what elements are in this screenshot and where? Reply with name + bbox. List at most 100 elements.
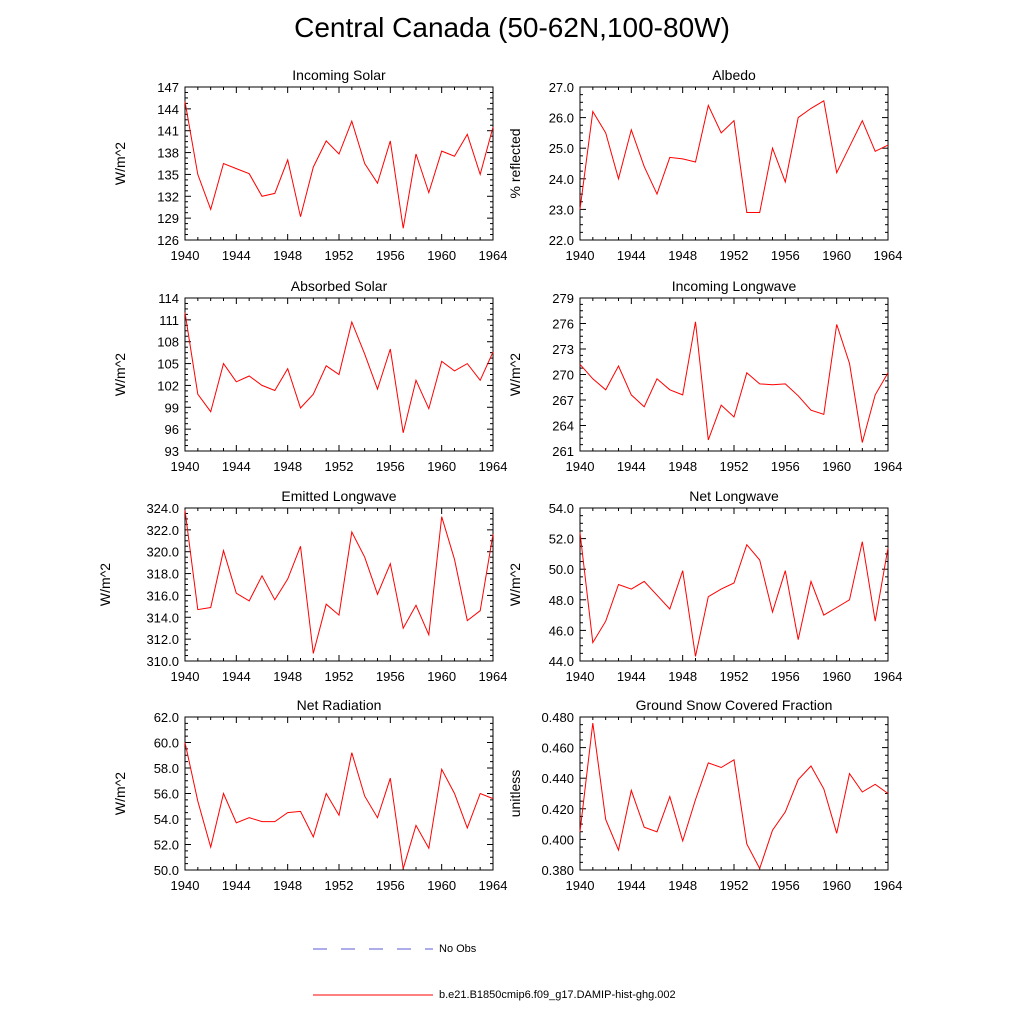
- panel-title: Incoming Longwave: [672, 278, 797, 294]
- y-tick-label: 0.460: [541, 741, 574, 756]
- y-tick-label: 22.0: [549, 233, 574, 248]
- x-tick-label: 1952: [325, 248, 354, 263]
- x-tick-label: 1948: [273, 248, 302, 263]
- plot-frame: [579, 86, 889, 241]
- x-tick-label: 1964: [874, 878, 903, 893]
- x-tick-label: 1940: [171, 669, 200, 684]
- panel-title: Net Radiation: [297, 697, 382, 713]
- y-tick-label: 44.0: [549, 654, 574, 669]
- y-tick-label: 129: [157, 211, 179, 226]
- y-tick-label: 52.0: [154, 838, 179, 853]
- y-tick-label: 324.0: [146, 501, 179, 516]
- y-tick-label: 310.0: [146, 654, 179, 669]
- y-tick-label: 52.0: [549, 532, 574, 547]
- x-tick-label: 1956: [771, 459, 800, 474]
- series-line-model: [579, 100, 889, 213]
- x-tick-label: 1944: [222, 878, 251, 893]
- x-tick-label: 1952: [325, 878, 354, 893]
- y-tick-label: 141: [157, 124, 179, 139]
- y-tick-label: 24.0: [549, 172, 574, 187]
- y-tick-label: 320.0: [146, 545, 179, 560]
- x-tick-label: 1956: [771, 878, 800, 893]
- x-tick-label: 1952: [720, 878, 749, 893]
- panel-6: Net Longwave W/m^2 1940 1944 1948 1952 1956 196…: [507, 488, 902, 684]
- x-tick-label: 1948: [668, 669, 697, 684]
- y-tick-label: 62.0: [154, 710, 179, 725]
- panel-title: Incoming Solar: [292, 67, 386, 83]
- panel-1: Incoming Solar W/m^2 1940 1944 1948 1952 1956 1…: [112, 67, 507, 263]
- y-axis-label: W/m^2: [507, 353, 523, 396]
- x-tick-label: 1952: [720, 459, 749, 474]
- y-tick-label: 60.0: [154, 736, 179, 751]
- x-tick-label: 1944: [222, 669, 251, 684]
- y-axis-label: W/m^2: [112, 353, 128, 396]
- y-tick-label: 276: [552, 317, 574, 332]
- x-tick-label: 1940: [566, 669, 595, 684]
- y-tick-label: 46.0: [549, 623, 574, 638]
- y-tick-label: 270: [552, 368, 574, 383]
- y-tick-label: 0.420: [541, 802, 574, 817]
- x-tick-label: 1944: [617, 459, 646, 474]
- panel-4: Incoming Longwave W/m^2 1940 1944 1948 1952 19…: [507, 278, 902, 474]
- y-tick-label: 93: [165, 444, 179, 459]
- y-tick-label: 58.0: [154, 761, 179, 776]
- series-line-model: [184, 742, 494, 869]
- y-tick-label: 114: [158, 291, 179, 306]
- plot-frame: [579, 297, 889, 452]
- x-tick-label: 1960: [427, 878, 456, 893]
- x-tick-label: 1964: [874, 248, 903, 263]
- y-tick-label: 0.400: [541, 832, 574, 847]
- series-line-model: [579, 321, 889, 443]
- x-tick-label: 1964: [479, 669, 508, 684]
- x-tick-label: 1940: [566, 248, 595, 263]
- y-tick-label: 147: [157, 80, 179, 95]
- x-tick-label: 1948: [273, 459, 302, 474]
- x-tick-label: 1956: [376, 248, 405, 263]
- panel-title: Ground Snow Covered Fraction: [636, 697, 833, 713]
- x-tick-label: 1964: [874, 459, 903, 474]
- series-line-model: [184, 312, 494, 433]
- x-tick-label: 1964: [479, 878, 508, 893]
- x-tick-label: 1948: [668, 459, 697, 474]
- plot-frame: [579, 507, 889, 662]
- figure-title: Central Canada (50-62N,100-80W): [294, 12, 730, 43]
- x-tick-label: 1956: [376, 669, 405, 684]
- y-tick-label: 56.0: [154, 787, 179, 802]
- y-tick-label: 261: [552, 444, 574, 459]
- y-axis-label: W/m^2: [97, 563, 113, 606]
- y-tick-label: 316.0: [146, 588, 179, 603]
- x-tick-label: 1948: [273, 878, 302, 893]
- panel-title: Albedo: [712, 67, 756, 83]
- y-tick-label: 138: [157, 146, 179, 161]
- y-tick-label: 96: [165, 422, 179, 437]
- x-tick-label: 1952: [720, 248, 749, 263]
- y-tick-label: 314.0: [146, 610, 179, 625]
- y-tick-label: 267: [552, 393, 574, 408]
- x-tick-label: 1940: [566, 459, 595, 474]
- y-tick-label: 0.480: [541, 710, 574, 725]
- x-tick-label: 1944: [617, 669, 646, 684]
- y-axis-label: W/m^2: [112, 772, 128, 815]
- x-tick-label: 1960: [427, 248, 456, 263]
- x-tick-label: 1956: [376, 878, 405, 893]
- panel-2: Albedo % reflected 1940 1944 1948 1952 1956 196…: [507, 67, 902, 263]
- y-tick-label: 99: [165, 400, 179, 415]
- y-tick-label: 108: [157, 335, 179, 350]
- panel-title: Absorbed Solar: [291, 278, 388, 294]
- x-tick-label: 1940: [566, 878, 595, 893]
- x-tick-label: 1952: [325, 669, 354, 684]
- panel-7: Net Radiation W/m^2 1940 1944 1948 1952 1956 19…: [112, 697, 507, 893]
- x-tick-label: 1956: [376, 459, 405, 474]
- x-tick-label: 1960: [822, 669, 851, 684]
- panel-grid: Incoming Solar W/m^2 1940 1944 1948 1952 1956 1…: [97, 67, 902, 893]
- series-line-model: [579, 723, 889, 870]
- y-tick-label: 48.0: [549, 593, 574, 608]
- y-axis-label: W/m^2: [507, 563, 523, 606]
- x-tick-label: 1956: [771, 248, 800, 263]
- y-tick-label: 144: [157, 102, 179, 117]
- x-tick-label: 1940: [171, 248, 200, 263]
- x-tick-label: 1944: [617, 248, 646, 263]
- plot-frame: [579, 716, 889, 871]
- plot-frame: [184, 507, 494, 662]
